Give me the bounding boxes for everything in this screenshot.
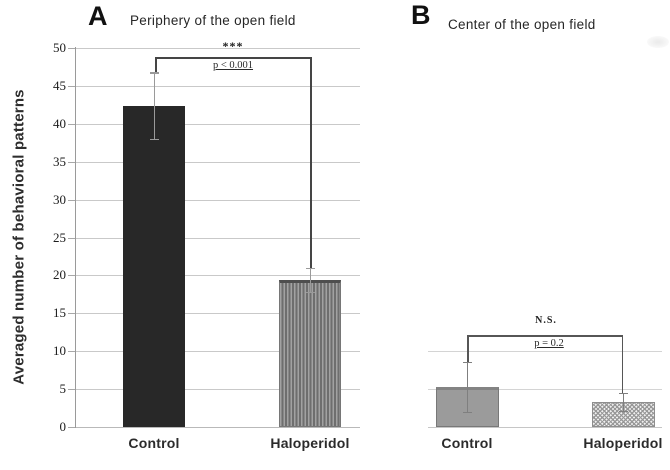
x-axis-baseline (75, 427, 360, 428)
y-tick-mark (68, 48, 75, 49)
panel-a-title: Periphery of the open field (130, 13, 296, 28)
scan-artifact (647, 36, 669, 48)
y-tick-mark (68, 389, 75, 391)
significance-bracket-right (310, 57, 312, 268)
error-bar (467, 361, 469, 412)
y-tick-mark (68, 199, 75, 201)
y-axis-line (75, 47, 77, 428)
y-tick-label: 30 (53, 191, 66, 207)
x-category-label: Haloperidol (270, 435, 350, 451)
significance-bracket-left (467, 335, 469, 362)
error-bar-cap-bottom (619, 411, 628, 413)
error-bar-cap-top (619, 392, 628, 395)
y-tick-mark (68, 237, 75, 239)
y-tick-mark (68, 351, 75, 353)
y-tick-label: 25 (53, 229, 66, 245)
gridline (428, 351, 662, 353)
bar-haloperidol-a (279, 279, 341, 427)
error-bar-cap-bottom (306, 292, 315, 294)
y-tick-mark (68, 275, 75, 277)
y-tick-mark (68, 427, 75, 428)
y-axis-label: Averaged number of behavioral patterns (10, 89, 28, 385)
y-tick-label: 50 (53, 40, 66, 55)
x-axis-baseline (428, 427, 662, 428)
gridline (76, 351, 360, 353)
panel-b-title: Center of the open field (448, 17, 596, 32)
gridline (76, 275, 360, 277)
panel-a-letter: A (88, 1, 108, 31)
error-bar-cap-top (306, 267, 315, 270)
gridline (76, 313, 360, 315)
bar-control-a (123, 105, 185, 427)
x-category-label: Control (128, 435, 180, 451)
y-tick-mark (68, 161, 75, 163)
error-bar (310, 267, 312, 293)
error-bar (623, 392, 625, 412)
y-tick-mark (68, 313, 75, 315)
y-tick-label: 35 (53, 153, 66, 169)
y-tick-label: 40 (53, 115, 66, 131)
y-tick-mark (68, 123, 75, 125)
error-bar-cap-bottom (463, 411, 472, 414)
y-tick-label: 10 (53, 343, 66, 359)
x-category-label: Control (441, 435, 493, 451)
significance-bracket-right (621, 335, 623, 393)
significance-bracket-left (155, 57, 157, 73)
x-category-label: Haloperidol (583, 435, 663, 451)
error-bar-cap-top (463, 361, 472, 364)
gridline (76, 199, 360, 201)
significance-stars: *** (222, 39, 244, 53)
error-bar (154, 72, 156, 139)
significance-bracket (155, 57, 312, 59)
y-tick-label: 20 (53, 267, 66, 283)
error-bar-cap-bottom (150, 139, 159, 141)
y-tick-mark (68, 85, 75, 87)
bar-control-b (435, 386, 499, 427)
panel-b-letter: B (411, 0, 431, 30)
gridline (76, 389, 360, 391)
gridline (76, 48, 360, 49)
gridline (76, 85, 360, 87)
y-tick-label: 45 (53, 77, 66, 93)
significance-p-value: p < 0.001 (212, 60, 254, 71)
y-tick-label: 5 (59, 381, 67, 397)
bar-haloperidol-b (591, 402, 655, 427)
significance-p-value: p = 0.2 (534, 338, 564, 349)
gridline (428, 389, 662, 391)
gridline (76, 237, 360, 239)
error-bar-cap-top (150, 72, 159, 74)
significance-stars: N.S. (535, 315, 557, 326)
gridline (76, 123, 360, 125)
significance-bracket (467, 335, 623, 337)
gridline (76, 161, 360, 163)
y-tick-label: 15 (53, 305, 66, 321)
y-tick-label: 0 (59, 419, 67, 434)
